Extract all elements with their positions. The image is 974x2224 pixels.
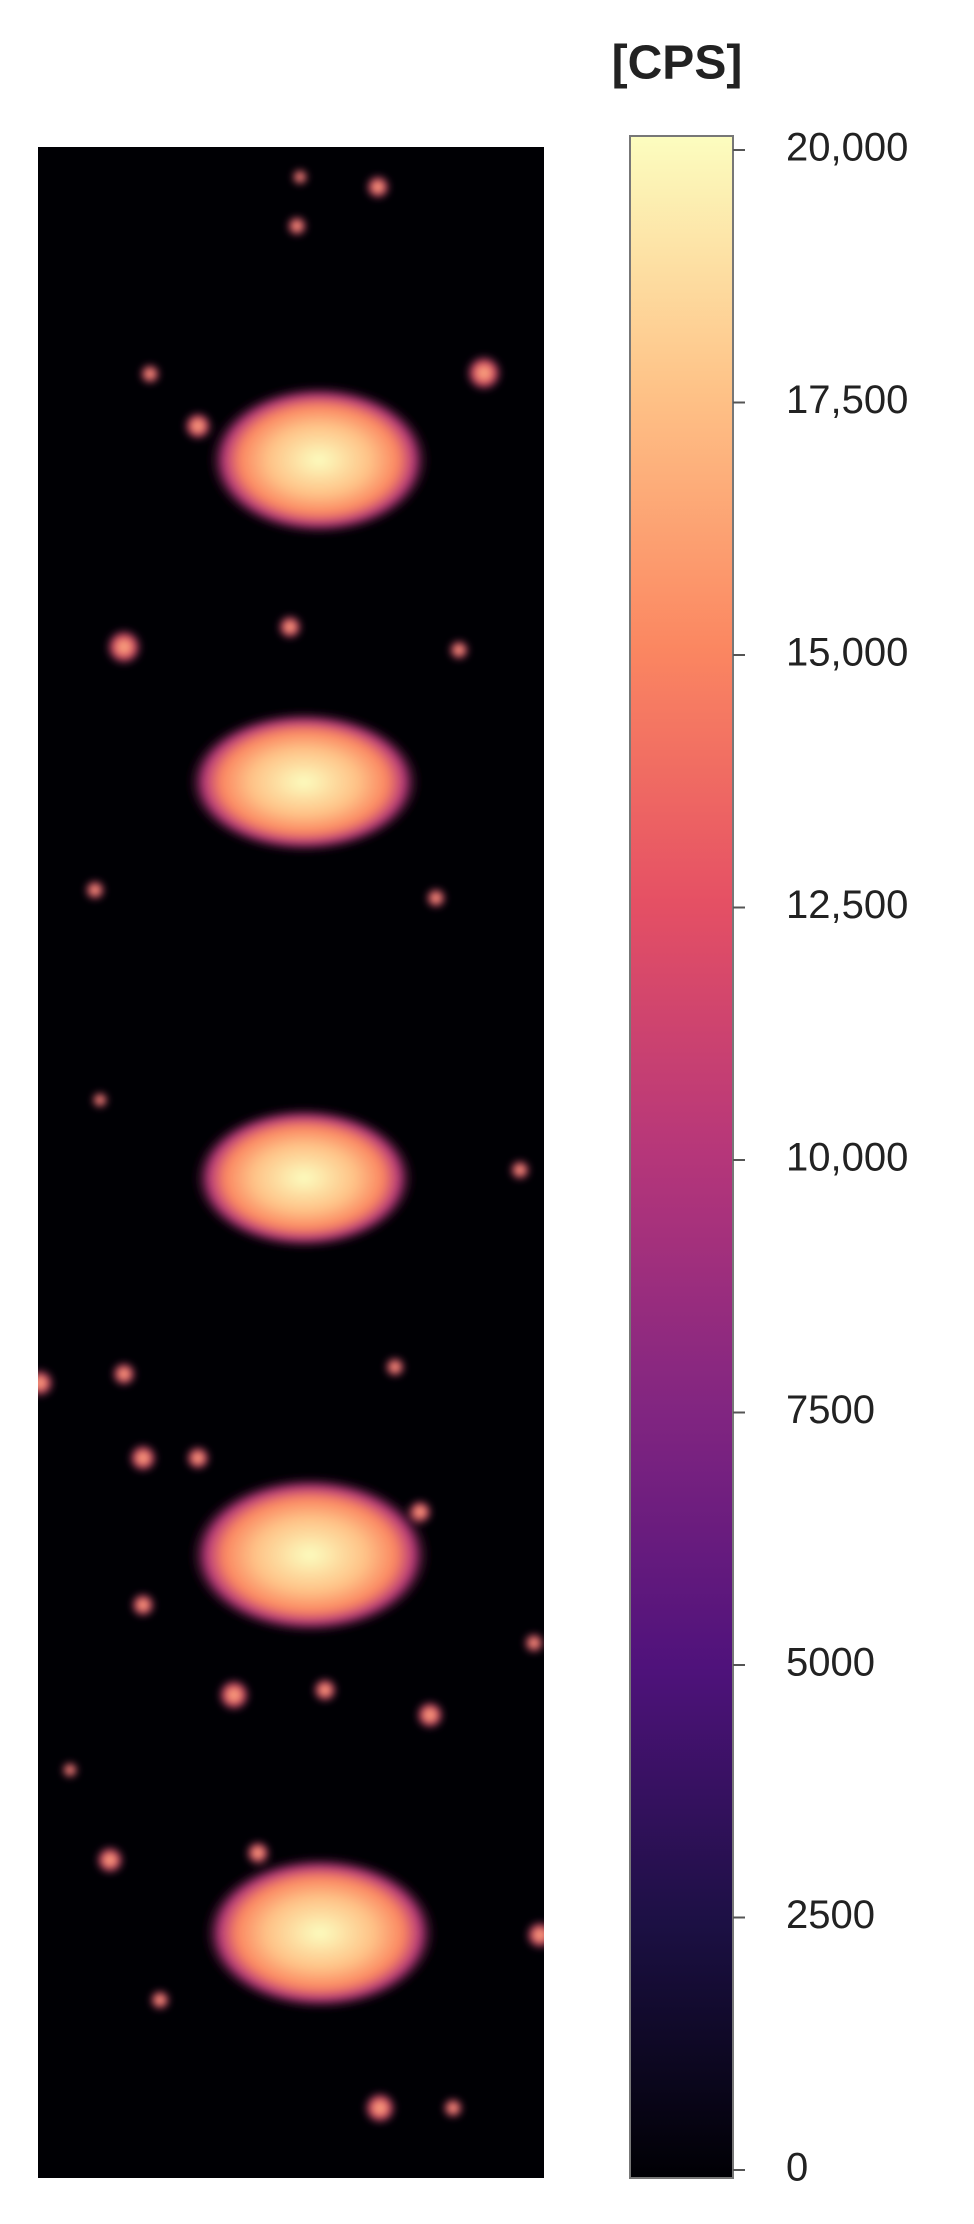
colorbar-tick-label: 15,000	[786, 631, 908, 675]
colorbar-tick-label: 12,500	[786, 883, 908, 927]
colorbar-label: [CPS]	[612, 37, 743, 90]
colorbar-tick-label: 0	[786, 2146, 808, 2190]
heatmap-image	[38, 147, 544, 2178]
colorbar-tick-label: 20,000	[786, 126, 908, 170]
colorbar-tick-label: 5000	[786, 1641, 875, 1685]
colorbar-tick-label: 7500	[786, 1388, 875, 1432]
colorbar	[629, 135, 734, 2179]
colorbar-tick-label: 17,500	[786, 378, 908, 422]
colorbar-tick-label: 10,000	[786, 1136, 908, 1180]
colorbar-tick-label: 2500	[786, 1893, 875, 1937]
